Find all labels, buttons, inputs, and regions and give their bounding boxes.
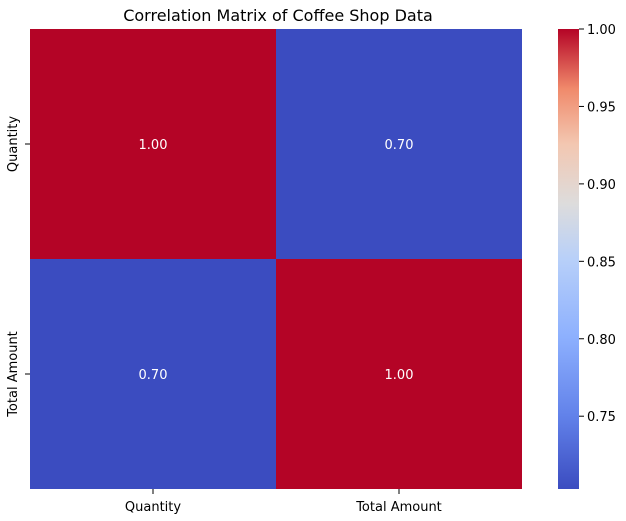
- y-tick-label: Total Amount: [6, 331, 21, 418]
- colorbar-tick-label: 0.80: [587, 333, 616, 348]
- cell-value-label: 0.70: [385, 138, 414, 153]
- heatmap-cell: [30, 29, 276, 259]
- x-axis: Quantity Total Amount: [125, 489, 442, 515]
- heatmap-cell: [30, 259, 276, 489]
- colorbar: [558, 29, 579, 489]
- cell-value-label: 1.00: [385, 368, 414, 383]
- heatmap-cells: 1.00 0.70 0.70 1.00: [30, 29, 522, 489]
- x-tick-label: Quantity: [125, 500, 181, 515]
- colorbar-ticks: 0.75 0.80 0.85 0.90 0.95 1.00: [579, 23, 616, 425]
- colorbar-tick-label: 0.85: [587, 255, 616, 270]
- chart-title: Correlation Matrix of Coffee Shop Data: [123, 6, 433, 25]
- cell-value-label: 1.00: [139, 138, 168, 153]
- x-tick-label: Total Amount: [355, 500, 442, 515]
- colorbar-tick-label: 0.95: [587, 100, 616, 115]
- colorbar-tick-label: 0.75: [587, 410, 616, 425]
- colorbar-tick-label: 1.00: [587, 23, 616, 38]
- y-tick-label: Quantity: [6, 116, 21, 172]
- y-axis: Quantity Total Amount: [6, 116, 30, 418]
- cell-value-label: 0.70: [139, 368, 168, 383]
- heatmap-cell: [276, 259, 522, 489]
- colorbar-tick-label: 0.90: [587, 178, 616, 193]
- heatmap-cell: [276, 29, 522, 259]
